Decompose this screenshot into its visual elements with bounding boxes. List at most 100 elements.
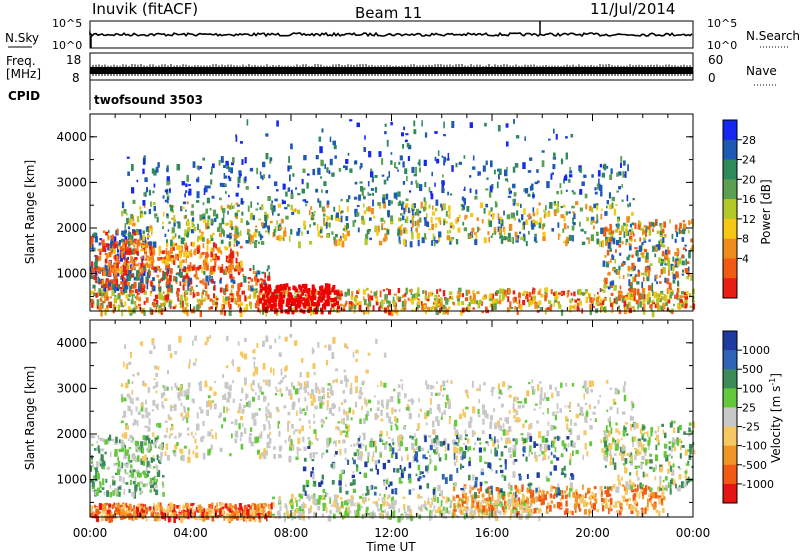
echo-cell <box>93 475 97 479</box>
echo-cell <box>165 265 167 271</box>
echo-cell <box>681 290 685 295</box>
echo-cell <box>681 295 685 298</box>
echo-cell <box>512 506 516 509</box>
echo-cell <box>184 242 187 245</box>
echo-cell <box>230 233 233 236</box>
echo-cell <box>132 481 136 485</box>
echo-cell <box>588 294 591 299</box>
echo-cell <box>543 214 546 219</box>
echo-cell <box>632 198 635 201</box>
echo-cell <box>152 277 155 282</box>
echo-cell <box>289 174 291 182</box>
echo-cell <box>239 302 244 306</box>
echo-cell <box>527 296 529 303</box>
echo-cell <box>461 301 465 306</box>
echo-cell <box>258 291 262 295</box>
echo-cell <box>621 296 625 303</box>
echo-cell <box>245 240 249 244</box>
echo-cell <box>523 290 527 294</box>
echo-cell <box>494 291 498 296</box>
echo-cell <box>188 277 192 281</box>
colorbar-tick-label: 20 <box>742 173 756 186</box>
echo-cell <box>197 266 200 271</box>
echo-cell <box>546 510 550 515</box>
echo-cell <box>434 239 436 247</box>
echo-cell <box>527 170 532 173</box>
echo-cell <box>159 257 163 260</box>
echo-cell <box>203 508 206 513</box>
echo-cell <box>116 503 120 509</box>
echo-cell <box>149 245 152 250</box>
echo-cell <box>602 498 605 504</box>
echo-cell <box>608 493 612 497</box>
echo-cell <box>409 190 412 193</box>
echo-cell <box>489 303 492 308</box>
echo-cell <box>425 290 427 297</box>
echo-cell <box>295 508 299 514</box>
echo-cell <box>141 504 143 509</box>
echo-cell <box>308 495 311 502</box>
echo-cell <box>151 265 154 270</box>
echo-cell <box>205 508 208 515</box>
echo-cell <box>627 301 631 307</box>
echo-cell <box>264 299 268 304</box>
echo-cell <box>584 193 588 199</box>
echo-cell <box>488 191 492 198</box>
echo-cell <box>663 302 666 305</box>
echo-cell <box>399 229 403 236</box>
echo-cell <box>215 257 217 263</box>
echo-cell <box>226 506 229 511</box>
echo-cell <box>566 236 569 242</box>
echo-cell <box>619 290 623 298</box>
echo-cell <box>616 172 619 177</box>
echo-cell <box>291 189 293 194</box>
echo-cell <box>613 268 616 271</box>
echo-cell <box>398 200 402 206</box>
echo-cell <box>132 230 136 233</box>
echo-cell <box>501 219 504 226</box>
echo-cell <box>410 181 413 185</box>
echo-cell <box>116 253 119 258</box>
echo-cell <box>428 204 431 209</box>
echo-cell <box>152 190 155 194</box>
echo-cell <box>170 239 173 247</box>
echo-cell <box>163 211 165 217</box>
echo-cell <box>383 227 387 231</box>
echo-cell <box>225 191 227 194</box>
echo-cell <box>201 507 204 510</box>
echo-cell <box>101 290 105 294</box>
echo-cell <box>235 135 238 142</box>
echo-cell <box>301 507 305 511</box>
echo-cell <box>140 213 144 218</box>
echo-cell <box>639 292 642 296</box>
echo-cell <box>662 237 665 244</box>
echo-cell <box>145 483 148 486</box>
echo-cell <box>674 294 678 300</box>
echo-cell <box>277 296 281 299</box>
echo-cell <box>202 278 205 286</box>
echo-cell <box>492 233 494 236</box>
echo-cell <box>109 492 112 498</box>
echo-cell <box>604 255 607 258</box>
echo-cell <box>116 228 119 235</box>
echo-cell <box>629 274 633 277</box>
echo-cell <box>279 302 283 307</box>
echo-cell <box>499 501 501 505</box>
echo-cell <box>678 257 682 265</box>
echo-cell <box>527 193 531 197</box>
echo-cell <box>100 454 103 461</box>
echo-cell <box>349 119 353 122</box>
echo-cell <box>652 228 654 233</box>
echo-cell <box>339 303 343 307</box>
echo-cell <box>250 304 253 310</box>
echo-cell <box>557 233 560 241</box>
echo-cell <box>257 506 261 512</box>
echo-cell <box>307 292 311 297</box>
echo-cell <box>378 512 382 519</box>
echo-cell <box>287 513 291 518</box>
echo-cell <box>422 308 426 311</box>
echo-cell <box>623 222 626 226</box>
echo-cell <box>303 225 307 230</box>
echo-cell <box>648 228 652 236</box>
echo-cell <box>602 299 605 302</box>
